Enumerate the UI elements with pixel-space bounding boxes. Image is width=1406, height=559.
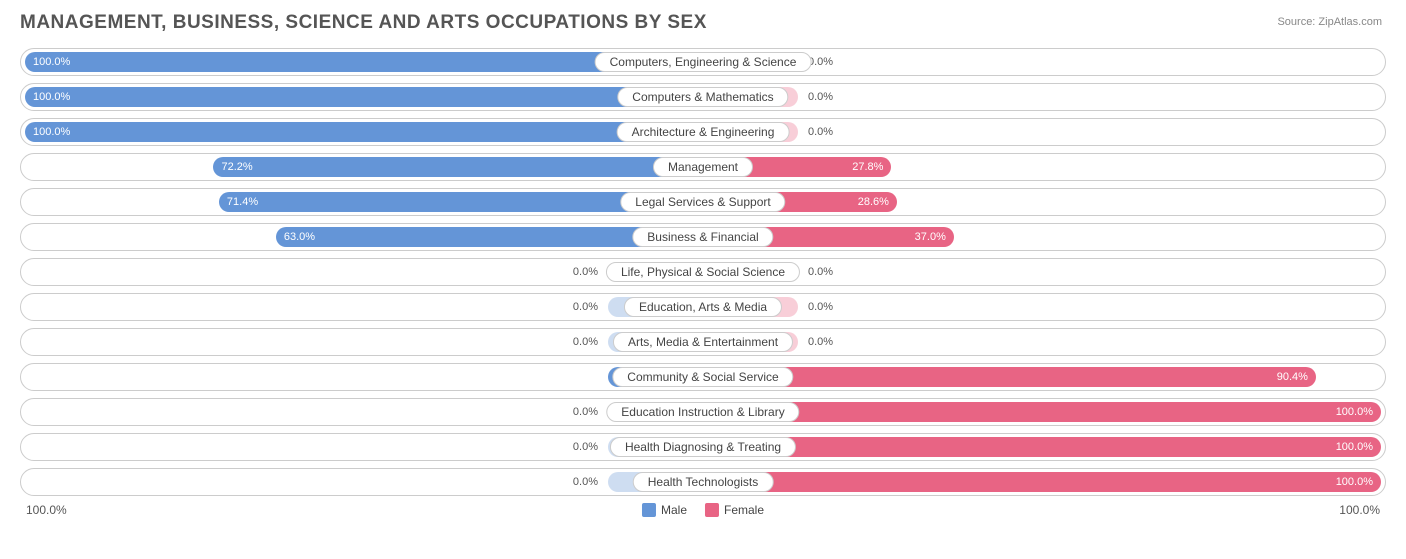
female-swatch-icon [705,503,719,517]
male-bar: 100.0% [25,122,703,142]
legend: Male Female [642,503,764,517]
category-label: Computers, Engineering & Science [595,52,812,72]
legend-male-label: Male [661,503,687,517]
category-label: Business & Financial [632,227,773,247]
female-bar: 100.0% [703,437,1381,457]
male-bar: 100.0% [25,87,703,107]
category-label: Arts, Media & Entertainment [613,332,793,352]
female-percent: 90.4% [1277,371,1308,383]
chart-row: 0.0%0.0%Life, Physical & Social Science [20,258,1386,286]
category-label: Computers & Mathematics [617,87,788,107]
chart-row: 0.0%100.0%Education Instruction & Librar… [20,398,1386,426]
category-label: Architecture & Engineering [617,122,790,142]
legend-male: Male [642,503,687,517]
female-percent: 100.0% [1336,406,1373,418]
chart-row: 63.0% 37.0% Business & Financial [20,223,1386,251]
chart-row: 9.6%90.4%Community & Social Service [20,363,1386,391]
category-label: Education Instruction & Library [606,402,799,422]
chart-row: 72.2% 27.8% Management [20,153,1386,181]
category-label: Management [653,157,753,177]
male-percent: 71.4% [227,196,258,208]
chart-row: 0.0%100.0%Architecture & Engineering [20,118,1386,146]
male-swatch-icon [642,503,656,517]
chart-row: 0.0%0.0%Arts, Media & Entertainment [20,328,1386,356]
chart-row: 0.0%0.0%Education, Arts & Media [20,293,1386,321]
male-percent: 100.0% [33,126,70,138]
female-percent: 27.8% [852,161,883,173]
male-percent: 100.0% [33,91,70,103]
female-percent: 100.0% [1336,441,1373,453]
category-label: Health Diagnosing & Treating [610,437,796,457]
female-percent: 37.0% [915,231,946,243]
category-label: Life, Physical & Social Science [606,262,800,282]
category-label: Education, Arts & Media [624,297,782,317]
male-percent: 72.2% [221,161,252,173]
axis-right-label: 100.0% [1339,503,1380,517]
male-bar: 72.2% [213,157,703,177]
legend-female: Female [705,503,764,517]
chart-row: 0.0%100.0%Health Diagnosing & Treating [20,433,1386,461]
chart-area: 0.0%100.0%Computers, Engineering & Scien… [20,48,1386,496]
chart-row: 0.0%100.0%Computers, Engineering & Scien… [20,48,1386,76]
chart-row: 0.0%100.0%Health Technologists [20,468,1386,496]
axis-labels: 100.0% Male Female 100.0% [20,503,1386,517]
category-label: Legal Services & Support [620,192,785,212]
category-label: Health Technologists [633,472,774,492]
chart-row: 0.0%100.0%Computers & Mathematics [20,83,1386,111]
legend-female-label: Female [724,503,764,517]
female-percent: 28.6% [858,196,889,208]
male-percent: 63.0% [284,231,315,243]
axis-left-label: 100.0% [26,503,67,517]
female-percent: 100.0% [1336,476,1373,488]
chart-title: MANAGEMENT, BUSINESS, SCIENCE AND ARTS O… [20,12,1386,34]
source-attribution: Source: ZipAtlas.com [1277,16,1382,28]
female-bar: 100.0% [703,402,1381,422]
category-label: Community & Social Service [612,367,793,387]
male-percent: 100.0% [33,56,70,68]
chart-row: 71.4% 28.6% Legal Services & Support [20,188,1386,216]
female-bar: 90.4% [703,367,1316,387]
female-bar: 100.0% [703,472,1381,492]
